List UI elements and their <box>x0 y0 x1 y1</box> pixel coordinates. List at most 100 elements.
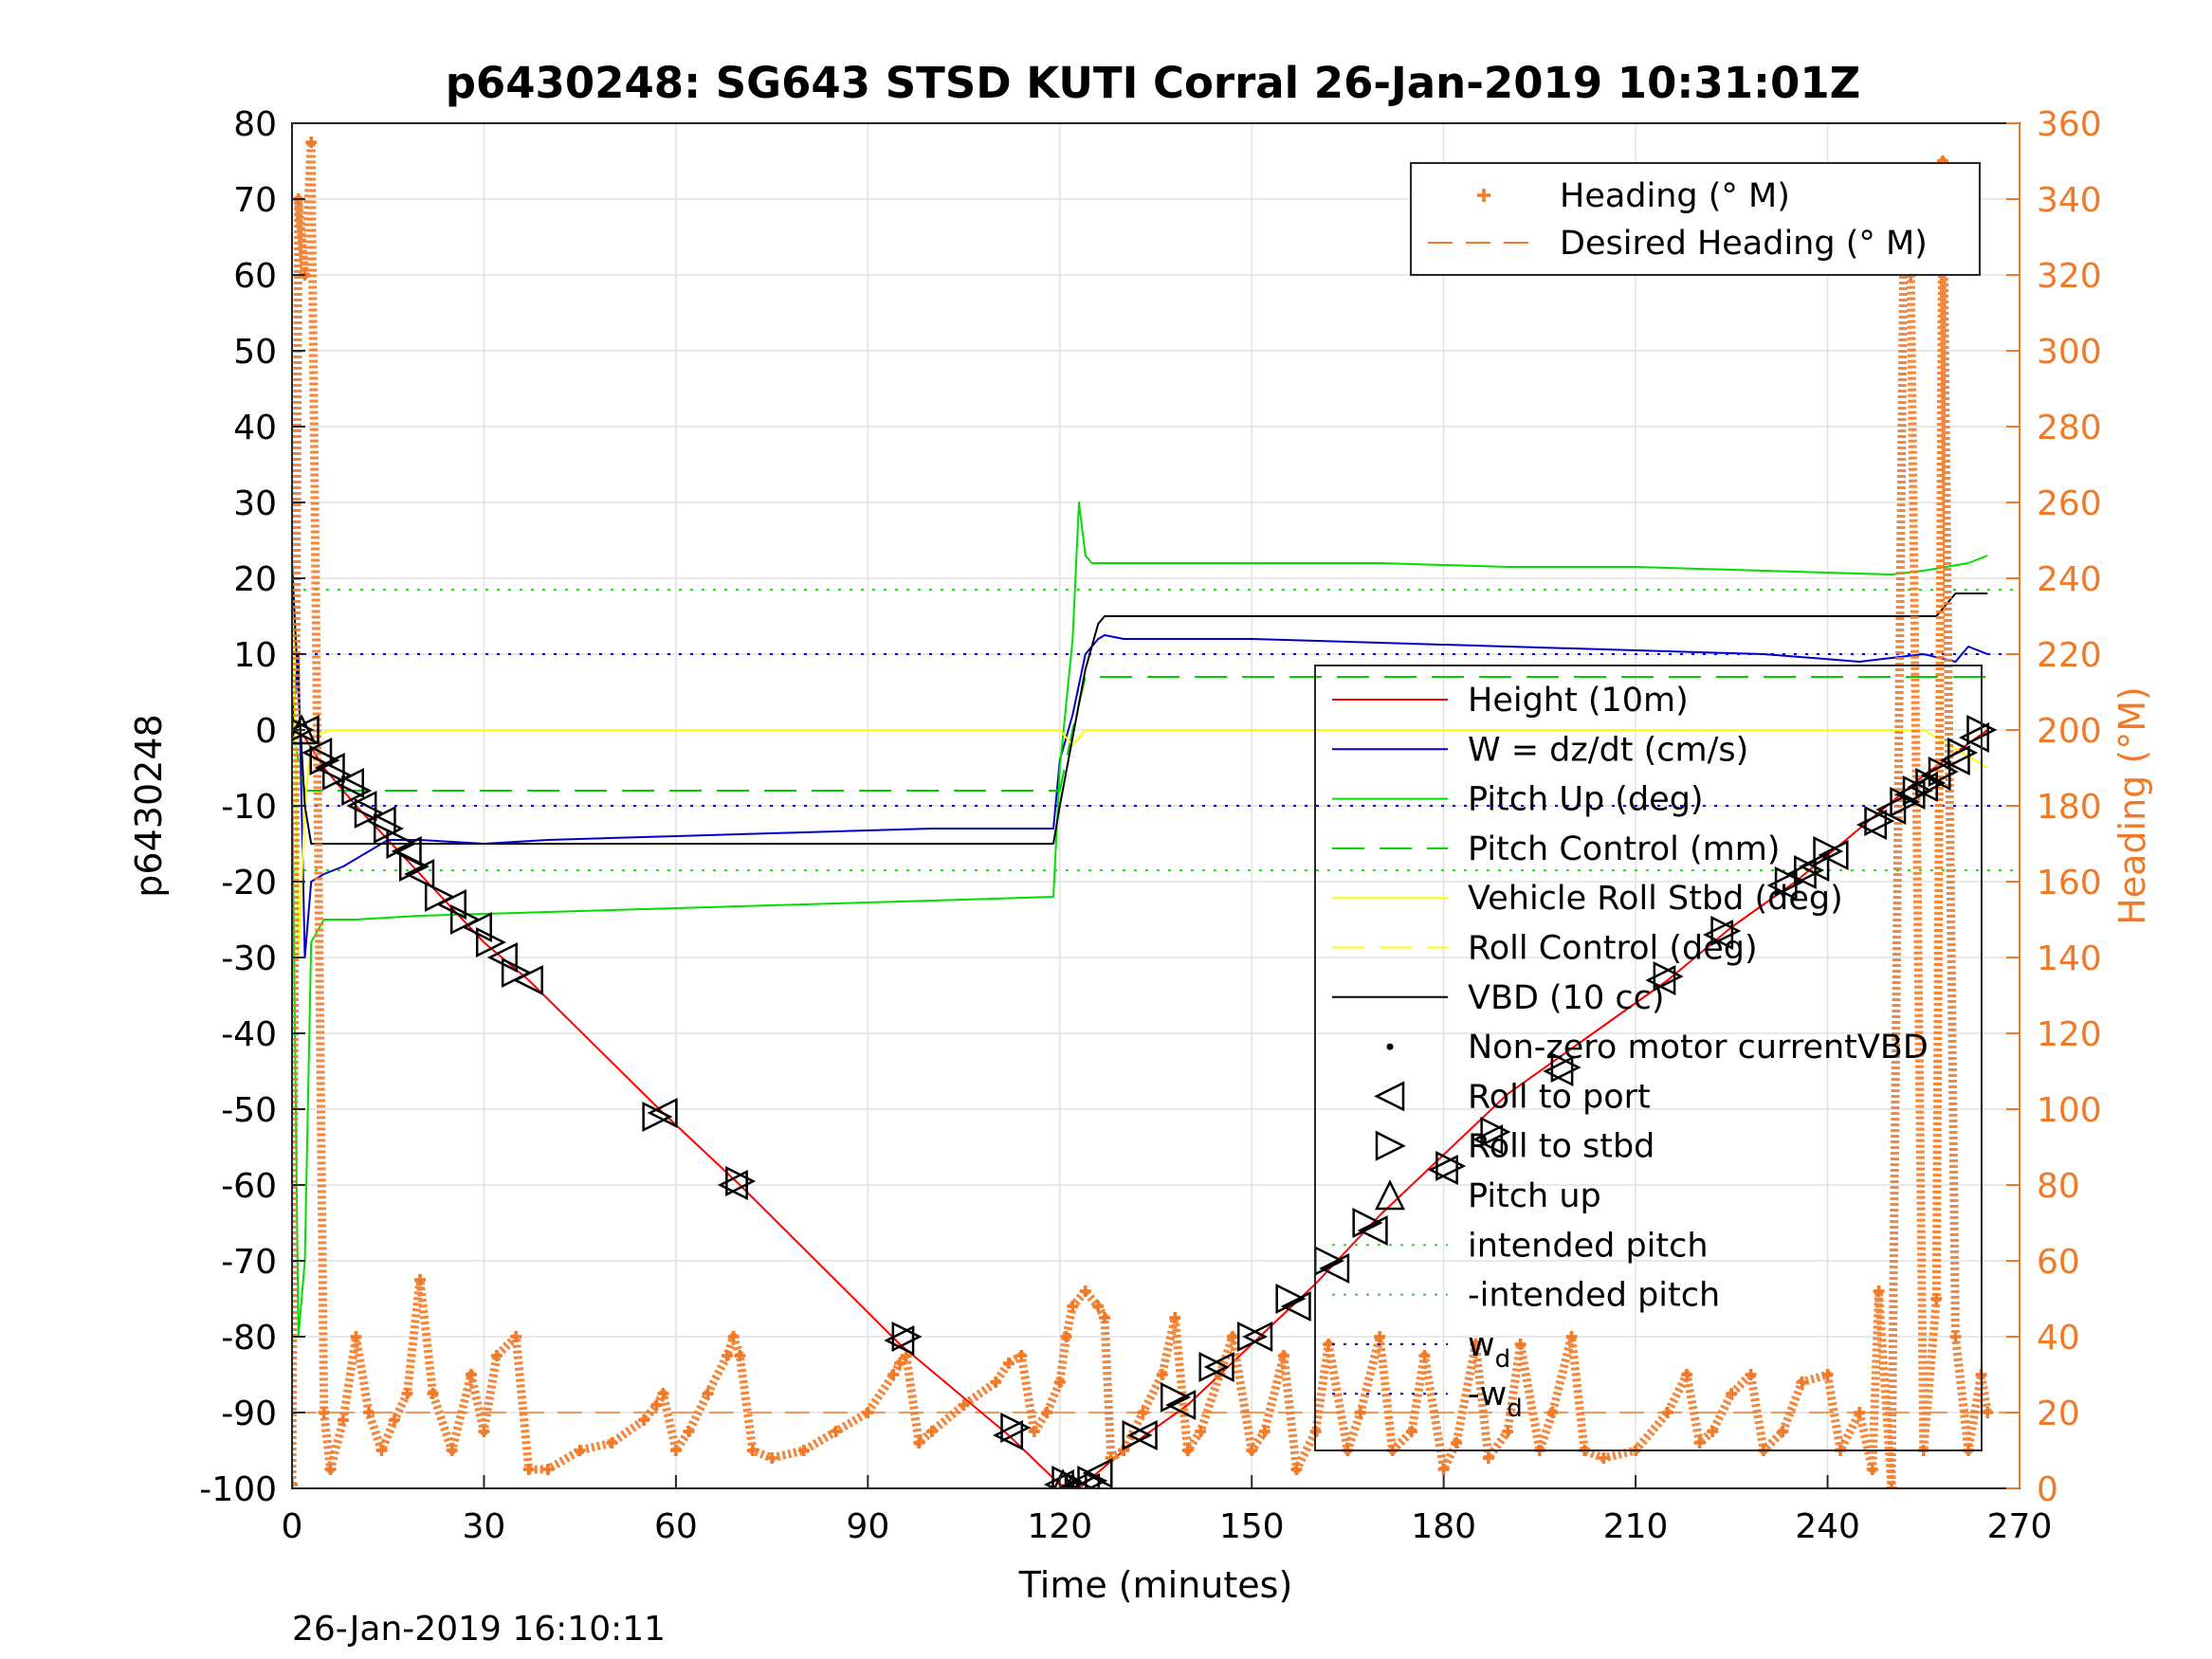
x-tick-label: 120 <box>1027 1507 1092 1546</box>
y-right-tick-label: 120 <box>2037 1015 2102 1054</box>
x-axis-label: Time (minutes) <box>1018 1564 1293 1606</box>
y-right-tick-label: 260 <box>2037 484 2102 523</box>
y-tick-label: -100 <box>199 1470 277 1509</box>
y-tick-label: 0 <box>255 712 277 751</box>
y-tick-label: -60 <box>221 1167 277 1206</box>
roll-to-stbd-marker <box>1928 756 1959 788</box>
legend-roll-to-stbd-swatch <box>1375 1130 1406 1161</box>
y-right-tick-label: 300 <box>2037 333 2102 372</box>
roll-to-port-marker <box>992 1419 1024 1451</box>
y-tick-label: 80 <box>233 105 277 144</box>
roll-to-stbd-marker <box>1236 1321 1269 1353</box>
series-line <box>292 501 1988 958</box>
footer-timestamp: 26-Jan-2019 16:10:11 <box>292 1610 666 1649</box>
roll-to-stbd-marker <box>642 1101 673 1133</box>
y-tick-label: 30 <box>233 484 277 523</box>
y-tick-label: -90 <box>221 1395 277 1433</box>
y-tick-label: -10 <box>221 788 277 827</box>
y-right-tick-label: 160 <box>2037 864 2102 902</box>
y-tick-label: 10 <box>233 636 277 675</box>
roll-to-stbd-marker <box>424 881 456 913</box>
roll-to-port-marker <box>346 790 377 822</box>
marker-layer <box>292 714 1998 1488</box>
roll-to-port-marker <box>302 737 333 769</box>
roll-to-stbd-marker <box>1794 854 1825 886</box>
y-tick-label: -70 <box>221 1243 277 1282</box>
roll-to-port-marker <box>1056 1472 1088 1488</box>
axes: 0 30 60 90 120 150 180 210 240 270 80 70 60 50 40 30 20 1… <box>199 105 2101 1546</box>
y-tick-label: 40 <box>233 409 277 447</box>
y-right-tick-label: 100 <box>2037 1091 2102 1130</box>
legend-label: Pitch Control (mm) <box>1468 830 1780 868</box>
chart-title: p6430248: SG643 STSD KUTI Corral 26-Jan-… <box>446 58 1861 108</box>
roll-to-stbd-marker <box>354 797 385 830</box>
roll-to-stbd-marker <box>1160 1381 1192 1413</box>
y-right-tick-label: 240 <box>2037 560 2102 599</box>
x-tick-label: 150 <box>1219 1507 1285 1546</box>
legend-subscript: d <box>1495 1345 1511 1374</box>
x-tick-label: 30 <box>463 1507 506 1546</box>
x-tick-label: 0 <box>282 1507 303 1546</box>
roll-to-stbd-marker <box>1774 866 1805 898</box>
roll-to-port-marker <box>1242 1321 1273 1353</box>
roll-to-stbd-marker <box>1947 737 1979 769</box>
x-tick-label: 90 <box>846 1507 889 1546</box>
roll-to-stbd-marker <box>891 1321 923 1353</box>
roll-to-port-marker <box>1082 1457 1113 1488</box>
legend-main-box <box>1314 665 1983 1451</box>
series-line <box>292 501 1988 1338</box>
y-right-tick-label: 20 <box>2037 1395 2080 1433</box>
roll-to-stbd-marker <box>398 850 430 883</box>
y-axis-label: p6430248 <box>128 714 170 897</box>
roll-to-stbd-marker <box>1864 805 1895 837</box>
series-line <box>292 634 1988 958</box>
legend-heading: Heading (° M) Desired Heading (° M) <box>1410 162 1981 276</box>
y-right-tick-label: 60 <box>2037 1243 2080 1282</box>
roll-to-stbd-marker <box>1352 1207 1383 1239</box>
y-right-tick-label: 140 <box>2037 939 2102 978</box>
roll-to-port-marker <box>314 752 345 784</box>
legend-label: Pitch Up (deg) <box>1468 781 1704 819</box>
y-right-tick-label: 280 <box>2037 409 2102 447</box>
heading-trace <box>292 137 1992 1488</box>
legend-label: Roll Control (deg) <box>1468 930 1758 968</box>
legend-label: Vehicle Roll Stbd (deg) <box>1468 880 1843 918</box>
legend-desired-heading-label: Desired Heading (° M) <box>1560 225 1928 263</box>
y-right-tick-label: 40 <box>2037 1319 2080 1358</box>
y-tick-label: -80 <box>221 1319 277 1358</box>
roll-to-stbd-marker <box>475 926 506 958</box>
y-tick-label: -20 <box>221 864 277 902</box>
legend-label: VBD (10 cc) <box>1468 979 1665 1017</box>
x-tick-label: 270 <box>1987 1507 2053 1546</box>
y-right-tick-label: 0 <box>2037 1470 2058 1509</box>
legend-heading-box <box>1410 162 1981 276</box>
roll-to-port-marker <box>1203 1351 1234 1383</box>
y-right-tick-label: 340 <box>2037 181 2102 220</box>
roll-to-port-marker <box>1165 1389 1197 1421</box>
roll-to-stbd-marker <box>725 1165 757 1197</box>
legend-heading-label: Heading (° M) <box>1560 177 1790 215</box>
roll-to-port-marker <box>1069 1472 1101 1488</box>
x-tick-label: 240 <box>1795 1507 1860 1546</box>
roll-to-port-marker <box>1319 1252 1350 1285</box>
roll-to-stbd-marker <box>1710 915 1742 947</box>
x-tick-label: 60 <box>654 1507 698 1546</box>
roll-to-stbd-marker <box>1813 835 1844 867</box>
y-right-tick-label: 80 <box>2037 1167 2080 1206</box>
legend-label: Roll to port <box>1468 1078 1651 1116</box>
y-right-tick-label: 320 <box>2037 257 2102 296</box>
roll-to-stbd-marker <box>1275 1283 1307 1315</box>
roll-to-stbd-marker <box>1122 1419 1153 1451</box>
y-tick-label: 50 <box>233 333 277 372</box>
legend-label: -intended pitch <box>1468 1277 1720 1315</box>
roll-to-port-marker <box>1958 721 1990 754</box>
y-right-tick-label: 180 <box>2037 788 2102 827</box>
legend-heading-swatch <box>1477 189 1490 202</box>
y-tick-label: -30 <box>221 939 277 978</box>
legend-label: Non-zero motor currentVBD <box>1468 1029 1929 1066</box>
legend-subscript: d <box>1507 1395 1523 1423</box>
roll-to-stbd-marker <box>1198 1351 1230 1383</box>
y-tick-label: 60 <box>233 257 277 296</box>
pitch-up-marker <box>1052 1468 1073 1488</box>
